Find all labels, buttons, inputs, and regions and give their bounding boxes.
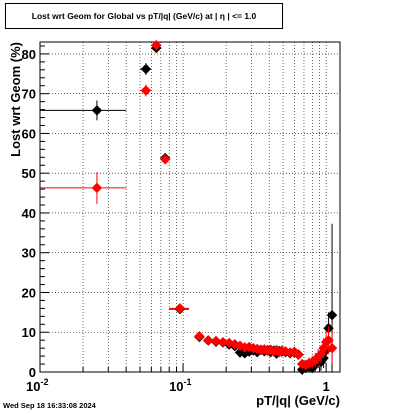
grid (39, 42, 340, 373)
data-point (326, 342, 338, 354)
data-point (140, 85, 152, 96)
series-black (40, 42, 338, 375)
data-point (151, 39, 162, 51)
y-tick-label: 30 (22, 246, 36, 261)
data-point (203, 334, 214, 346)
x-tick-label: 10-2 (26, 377, 48, 394)
y-tick-label: 20 (22, 285, 36, 300)
chart-title: Lost wrt Geom for Global vs pT/|q| (GeV/… (5, 3, 283, 29)
y-tick-label: 0 (29, 365, 36, 380)
data-point (174, 303, 186, 314)
data-point (326, 309, 338, 321)
chart-title-text: Lost wrt Geom for Global vs pT/|q| (GeV/… (31, 11, 257, 21)
y-tick-label: 60 (22, 126, 36, 141)
data-point (140, 63, 152, 75)
y-tick-label: 80 (22, 47, 36, 62)
axes: 0 10 20 30 40 50 60 70 80 10-2 10-1 1 (22, 45, 330, 394)
data-point (217, 336, 229, 348)
x-axis-label: pT/|q| (GeV/c) (256, 393, 340, 408)
y-tick-label: 10 (22, 325, 36, 340)
y-axis-label: Lost wrt Geom (%) (8, 42, 23, 157)
data-point (210, 335, 222, 347)
timestamp: Wed Sep 18 16:33:08 2024 (3, 401, 96, 410)
x-tick-label: 10-1 (169, 377, 191, 394)
x-tick-label: 1 (323, 379, 330, 394)
plot-frame (39, 41, 341, 373)
y-tick-label: 70 (22, 87, 36, 102)
series-red (40, 39, 338, 371)
data-point (194, 331, 205, 342)
y-tick-label: 40 (22, 206, 36, 221)
series (40, 39, 338, 375)
data-point (159, 154, 171, 165)
data-point (293, 349, 304, 361)
y-tick-label: 50 (22, 166, 36, 181)
data-point (91, 105, 103, 116)
data-point (91, 182, 103, 194)
